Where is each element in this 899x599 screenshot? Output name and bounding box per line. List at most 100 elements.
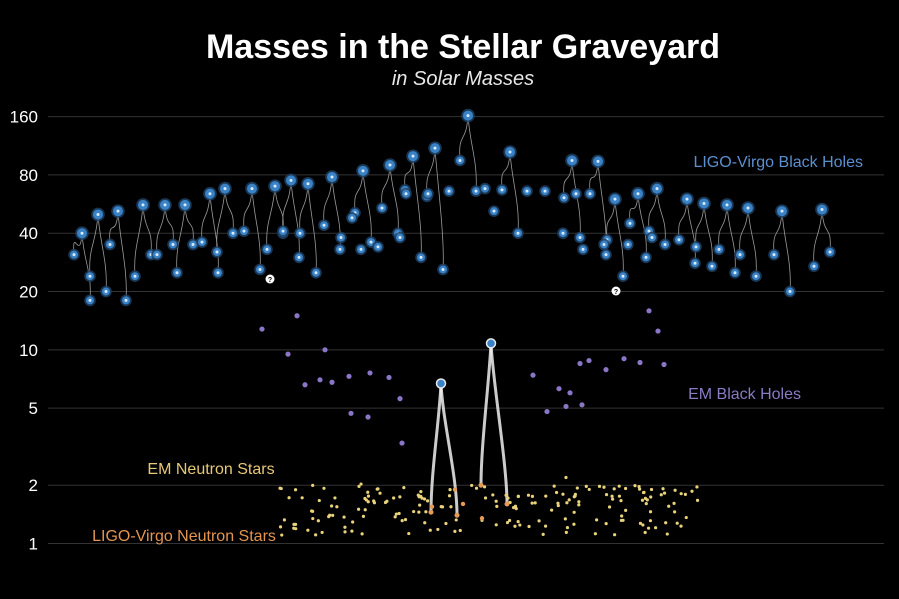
em-ns-point <box>619 499 623 503</box>
em-ns-point <box>300 496 304 500</box>
em-ns-point <box>419 490 423 494</box>
ligo-bh-core <box>350 216 354 220</box>
em-ns-point <box>322 486 326 490</box>
legend-ligo-virgo-black-holes: LIGO-Virgo Black Holes <box>693 154 863 171</box>
em-ns-point <box>607 505 612 509</box>
y-tick-label: 160 <box>10 108 38 127</box>
em-ns-point <box>280 533 284 537</box>
em-ns-point <box>533 501 537 505</box>
ligo-bh-core <box>725 203 729 207</box>
ligo-bh-core <box>191 242 195 246</box>
em-ns-point <box>454 518 458 522</box>
ligo-bh-core <box>780 209 784 213</box>
em-ns-point <box>505 520 510 525</box>
merger-line <box>176 204 186 273</box>
em-bh-point <box>302 382 308 388</box>
y-tick-label: 2 <box>29 476 38 495</box>
em-ns-point <box>556 501 560 505</box>
em-ns-point <box>572 510 576 514</box>
ns-merger-line <box>489 341 509 506</box>
em-ns-point <box>397 511 401 516</box>
em-ns-point <box>474 486 479 490</box>
em-ns-point <box>552 484 556 488</box>
em-ns-point <box>417 495 421 499</box>
em-ns-point <box>514 507 518 511</box>
em-ns-point <box>418 503 422 507</box>
em-ns-point <box>543 524 548 528</box>
ligo-bh-core <box>273 184 277 188</box>
em-ns-point <box>320 530 324 535</box>
merger-line <box>381 164 391 209</box>
em-ns-point <box>646 526 651 530</box>
em-ns-point <box>363 508 367 512</box>
merger-lines <box>73 115 831 517</box>
em-ns-point <box>556 503 560 508</box>
ligo-bh-core <box>163 203 167 207</box>
em-ns-point <box>482 485 487 489</box>
em-ns-point <box>483 496 488 500</box>
em-ns-point <box>426 499 430 503</box>
em-ns-point <box>470 483 474 488</box>
merger-line <box>109 211 119 245</box>
ligo-bh-core <box>250 187 254 191</box>
unknown-object-marker <box>611 286 621 296</box>
em-ns-point <box>364 498 368 502</box>
em-ns-point <box>400 519 404 523</box>
ligo-bh-core <box>772 253 776 257</box>
em-ns-point <box>567 498 571 502</box>
ligo-bh-core <box>171 242 175 246</box>
chart-title: Masses in the Stellar Graveyard <box>206 28 720 66</box>
em-ns-point <box>563 517 567 521</box>
ligo-ns-point <box>478 482 484 488</box>
ligo-bh-core <box>812 264 816 268</box>
ligo-bh-core <box>175 271 179 275</box>
legend-ligo-virgo-neutron-stars: LIGO-Virgo Neutron Stars <box>92 528 276 545</box>
ligo-ns-point <box>479 516 485 521</box>
merger-line <box>404 156 414 190</box>
em-bh-point <box>556 386 562 392</box>
em-ns-point <box>516 520 520 524</box>
merger-line <box>718 204 728 250</box>
em-ns-point <box>342 515 346 519</box>
em-bh-point <box>399 440 405 446</box>
merger-line <box>89 214 99 277</box>
em-ns-point <box>672 501 676 505</box>
ligo-bh-core <box>216 271 220 275</box>
em-ns-point <box>577 503 581 507</box>
em-ns-point <box>372 499 376 503</box>
em-ns-point <box>279 486 283 491</box>
em-ns-point <box>287 496 291 500</box>
ligo-bh-core <box>570 158 574 162</box>
em-ns-point <box>684 515 688 520</box>
em-ns-point <box>393 515 397 519</box>
y-tick-label: 1 <box>29 535 38 554</box>
em-ns-point <box>331 513 335 517</box>
merger-line <box>81 233 91 301</box>
ligo-bh-core <box>788 290 792 294</box>
em-ns-point <box>624 486 628 491</box>
em-bh-point <box>348 410 354 416</box>
ligo-bh-core <box>828 250 832 254</box>
em-ns-point <box>449 505 453 509</box>
em-ns-point <box>597 484 602 488</box>
em-bh-point <box>317 377 323 383</box>
merger-line <box>282 180 292 232</box>
em-bh-point <box>637 359 643 366</box>
em-ns-point <box>398 495 402 499</box>
em-ns-point <box>423 521 427 525</box>
em-ns-point <box>643 530 647 535</box>
ligo-bh-core <box>223 187 227 191</box>
ligo-bh-core <box>820 208 824 212</box>
ligo-bh-core <box>602 242 606 246</box>
em-ns-point <box>564 530 568 535</box>
em-ns-point <box>495 504 499 508</box>
em-ns-point <box>648 510 653 514</box>
ligo-bh-core <box>562 196 566 200</box>
em-bh-point <box>285 351 291 357</box>
em-bh-point <box>621 356 627 362</box>
em-ns-point <box>293 488 298 492</box>
em-ns-point <box>436 527 440 532</box>
em-ns-point <box>665 532 669 536</box>
ligo-bh-core <box>298 231 302 235</box>
